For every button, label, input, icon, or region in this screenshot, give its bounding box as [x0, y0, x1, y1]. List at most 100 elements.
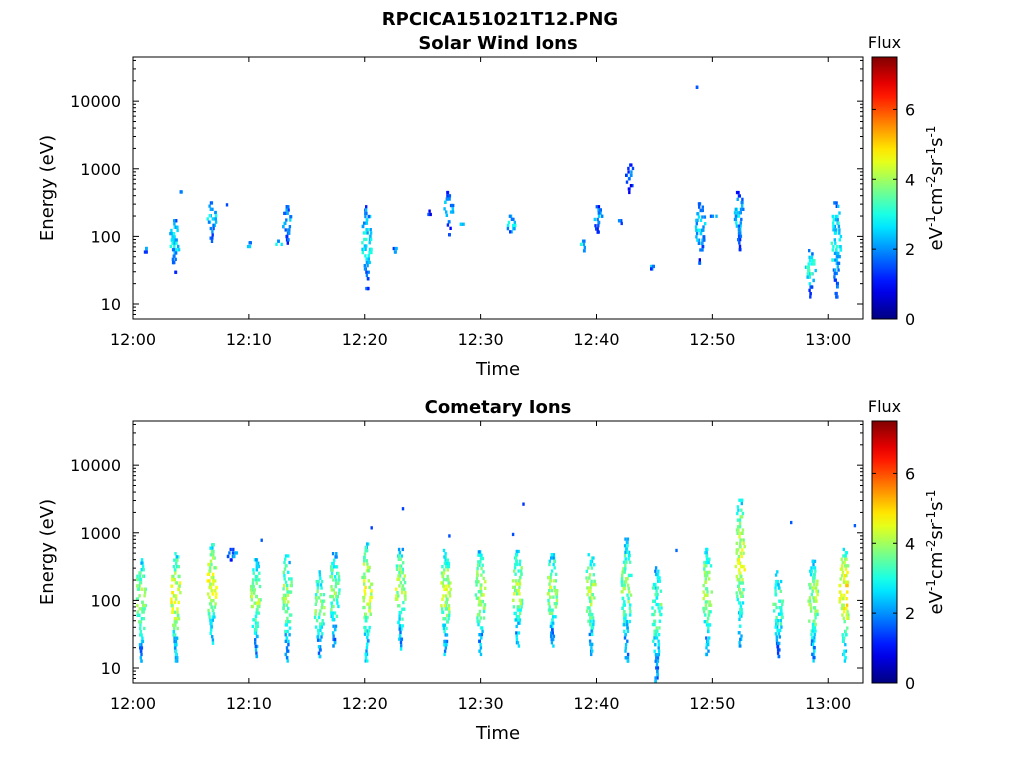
data-bin [369, 228, 372, 232]
data-bin [705, 636, 708, 640]
data-bin [141, 574, 145, 578]
data-bin [738, 498, 741, 502]
data-bin [137, 613, 141, 617]
data-bin [841, 574, 844, 578]
data-bin [170, 238, 173, 242]
data-bin [136, 613, 139, 617]
data-bin [626, 629, 630, 633]
data-bin [317, 645, 321, 649]
data-bin [214, 602, 217, 606]
data-bin [140, 617, 144, 621]
burst [620, 537, 633, 663]
data-bin [701, 215, 704, 219]
data-bin [329, 594, 332, 599]
data-bin [286, 659, 289, 663]
data-bin [289, 218, 292, 222]
data-bin [480, 553, 483, 557]
data-bin [287, 554, 290, 558]
data-bin [626, 656, 630, 660]
data-bin [173, 594, 176, 598]
data-bin [808, 249, 811, 253]
data-bin [254, 648, 258, 652]
data-bin [136, 584, 140, 588]
data-bin [628, 573, 631, 578]
data-bin [173, 633, 176, 637]
data-bin [846, 610, 849, 614]
data-bin [363, 559, 366, 563]
data-bin [844, 580, 848, 584]
data-bin [775, 622, 778, 626]
data-bin [654, 633, 658, 637]
data-bin [212, 553, 215, 557]
data-bin [814, 612, 817, 617]
data-bin [318, 612, 321, 616]
data-bin [518, 618, 522, 622]
data-bin [738, 521, 742, 526]
data-bin [780, 609, 783, 613]
data-bin [365, 270, 368, 274]
data-bin [510, 217, 514, 221]
data-bin [592, 583, 595, 587]
data-bin [211, 638, 215, 642]
data-bin [513, 585, 516, 589]
data-bin [621, 573, 624, 578]
data-bin [655, 626, 658, 630]
data-bin [551, 611, 554, 616]
data-bin [478, 633, 482, 637]
data-bin [332, 565, 336, 569]
data-bin [628, 560, 632, 564]
data-bin [814, 609, 817, 613]
data-bin [599, 208, 602, 212]
data-bin [173, 636, 176, 640]
data-bin [518, 598, 522, 602]
data-bin [209, 553, 212, 557]
data-bin [514, 588, 518, 593]
data-bin [811, 259, 814, 263]
data-bin [444, 552, 447, 556]
data-bin [482, 616, 486, 620]
data-bin [364, 231, 367, 235]
data-bin [365, 569, 369, 573]
data-bin [255, 581, 258, 585]
data-bin [811, 636, 814, 640]
data-bin [321, 619, 324, 623]
data-bin [363, 264, 366, 268]
data-bin [335, 594, 338, 599]
data-bin [704, 577, 707, 581]
data-bin [841, 570, 845, 575]
burst [361, 205, 373, 291]
solar-wind-x-axis-label: Time [475, 359, 520, 380]
data-bin [210, 599, 213, 603]
data-bin [514, 618, 518, 622]
data-bin [547, 608, 551, 612]
data-bin [739, 607, 742, 612]
data-bin [442, 584, 445, 588]
data-bin [659, 589, 663, 593]
data-bin [444, 600, 447, 605]
data-bin [834, 231, 838, 235]
data-bin [706, 600, 709, 604]
data-bin [404, 597, 407, 601]
data-bin [369, 234, 372, 238]
data-bin [207, 562, 211, 567]
data-bin [255, 651, 258, 655]
data-point [522, 502, 525, 506]
data-bin [331, 594, 335, 599]
data-bin [627, 586, 630, 591]
data-bin [777, 583, 780, 587]
data-bin [808, 268, 811, 273]
data-bin [140, 561, 143, 565]
data-bin [174, 623, 177, 627]
data-bin [703, 570, 707, 575]
data-bin [206, 592, 210, 596]
data-bin [446, 613, 449, 618]
data-bin [330, 565, 333, 569]
data-bin [479, 583, 482, 587]
data-bin [447, 578, 450, 582]
data-bin [139, 620, 143, 624]
data-bin [214, 210, 217, 215]
data-bin [332, 598, 336, 602]
data-bin [590, 596, 593, 600]
data-bin [255, 624, 258, 629]
